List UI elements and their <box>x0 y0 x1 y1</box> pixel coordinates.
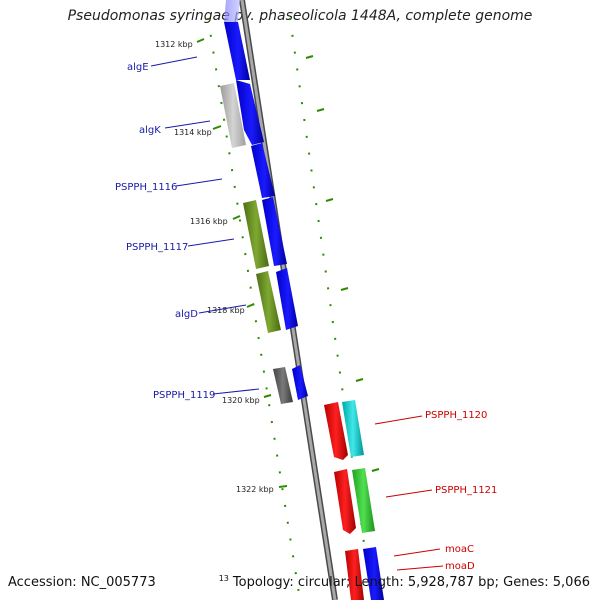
gene-moaC-arrow[interactable] <box>345 549 364 600</box>
gene-PSPPH_1116-arrow[interactable] <box>251 143 275 198</box>
gene-label[interactable]: PSPPH_1121 <box>435 485 497 496</box>
forward-leader-lines <box>150 56 260 395</box>
gene-algD-arrow[interactable] <box>276 268 298 330</box>
topology-text: Topology: circular; Length: 5,928,787 bp… <box>232 575 590 590</box>
gene-label[interactable]: algE <box>127 62 149 73</box>
major-ticks <box>196 38 380 488</box>
feature-olive-bar[interactable] <box>243 200 269 269</box>
kbp-label: 1312 kbp <box>155 40 193 49</box>
gene-label[interactable]: PSPPH_1119 <box>153 390 215 401</box>
feature-blue-bar[interactable] <box>363 547 384 600</box>
kbp-label: 1318 kbp <box>207 306 245 315</box>
gene-label[interactable]: PSPPH_1117 <box>126 242 188 253</box>
reverse-leader-lines <box>374 415 444 571</box>
feature-green-bar[interactable] <box>352 468 375 533</box>
feature-cyan-bar[interactable] <box>342 400 364 457</box>
gene-PSPPH_1117-arrow[interactable] <box>262 197 287 266</box>
gene-label[interactable]: moaC <box>445 544 474 555</box>
kbp-label: 1314 kbp <box>174 128 212 137</box>
gene-PSPPH_1120-arrow[interactable] <box>324 402 348 460</box>
gene-label[interactable]: algK <box>139 125 161 136</box>
gene-label[interactable]: PSPPH_1116 <box>115 182 177 193</box>
gene-algK-arrow[interactable] <box>236 80 264 145</box>
gene-label[interactable]: moaD <box>445 561 475 572</box>
gene-PSPPH_1121-arrow[interactable] <box>334 469 356 534</box>
kbp-label: 1320 kbp <box>222 396 260 405</box>
kbp-label: 1316 kbp <box>190 217 228 226</box>
gene-PSPPH_1119-arrow[interactable] <box>292 365 308 400</box>
gene-label[interactable]: PSPPH_1120 <box>425 410 487 421</box>
feature-olive-bar[interactable] <box>256 271 281 333</box>
gene-label[interactable]: algD <box>175 309 198 320</box>
feature-dark-bar[interactable] <box>273 367 293 404</box>
gene-algE-arrow[interactable] <box>224 0 250 80</box>
kbp-label: 1322 kbp <box>236 485 274 494</box>
genome-summary: 13 Topology: circular; Length: 5,928,787 … <box>219 574 590 590</box>
clipped-tick-label: 13 <box>218 574 229 583</box>
feature-grey-bar[interactable] <box>220 83 246 148</box>
map-title: Pseudomonas syringae pv. phaseolicola 14… <box>67 8 533 24</box>
accession-text: Accession: NC_005773 <box>8 575 156 590</box>
